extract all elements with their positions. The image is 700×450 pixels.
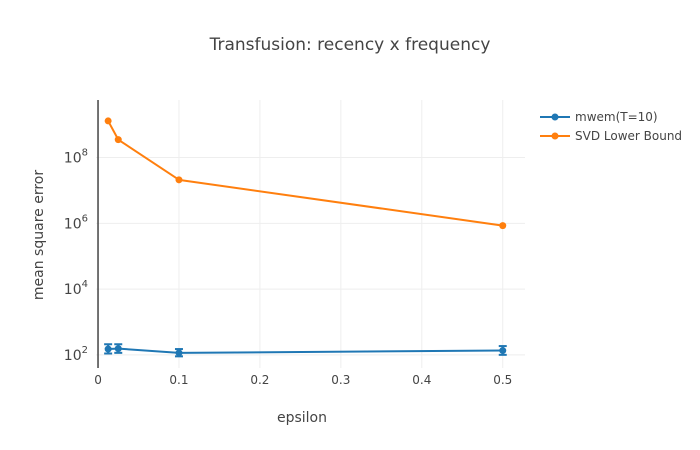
data-point	[499, 222, 507, 230]
data-point	[114, 345, 122, 353]
x-tick-label: 0.2	[250, 373, 269, 387]
grid-layer	[96, 100, 525, 368]
series-line-0	[108, 347, 503, 354]
legend-swatch-marker	[551, 132, 559, 140]
data-point	[114, 136, 122, 144]
data-point	[175, 349, 183, 357]
legend[interactable]: mwem(T=10) SVD Lower Bound	[540, 110, 682, 143]
y-tick-label: 108	[64, 148, 88, 167]
legend-item-0[interactable]: mwem(T=10)	[540, 110, 658, 124]
data-point	[499, 347, 507, 355]
series-layer	[104, 117, 507, 358]
x-tick-label: 0.3	[331, 373, 350, 387]
legend-label: SVD Lower Bound	[575, 129, 682, 143]
y-tick-label: 104	[64, 279, 88, 298]
legend-item-1[interactable]: SVD Lower Bound	[540, 129, 682, 143]
x-tick-label: 0.5	[493, 373, 512, 387]
y-tick-label: 106	[64, 213, 88, 232]
x-tick-label: 0.1	[169, 373, 188, 387]
y-axis-title: mean square error	[31, 170, 47, 300]
data-point	[175, 176, 183, 184]
data-point	[104, 117, 112, 125]
legend-swatch-marker	[551, 113, 559, 121]
x-tick-label: 0	[94, 373, 102, 387]
x-axis-title: epsilon	[277, 410, 327, 426]
legend-label: mwem(T=10)	[575, 110, 658, 124]
data-point	[104, 345, 112, 353]
series-line-1	[107, 120, 503, 227]
chart-title: Transfusion: recency x frequency	[209, 35, 491, 55]
axis-layer: 0 0.1 0.2 0.3 0.4 0.5 102 104 106 108	[64, 100, 512, 387]
x-tick-label: 0.4	[412, 373, 431, 387]
y-tick-label: 102	[64, 345, 88, 364]
